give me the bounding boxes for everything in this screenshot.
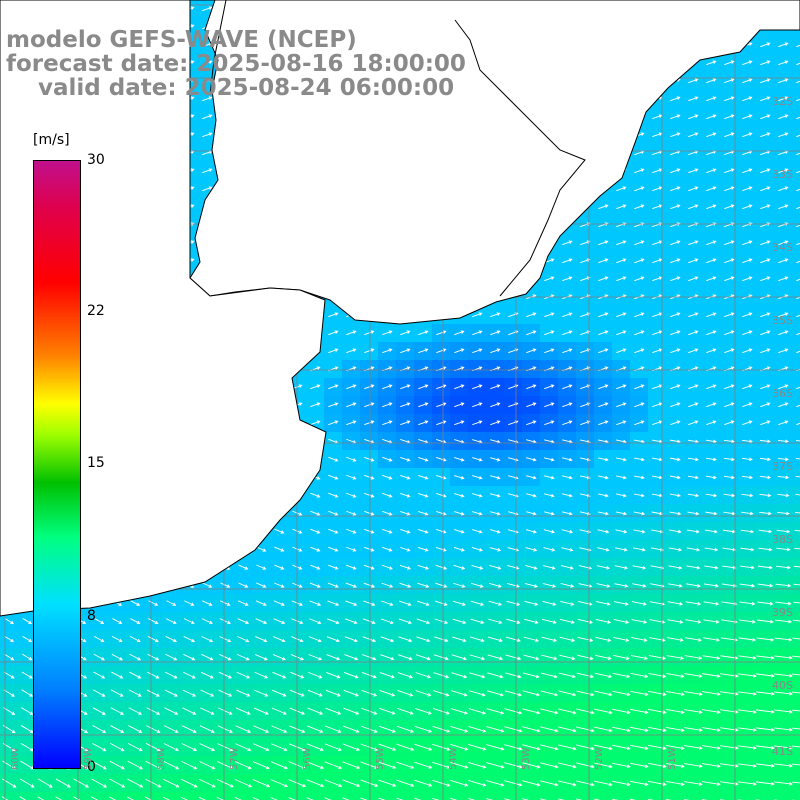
lon-label: 60W [10, 747, 21, 770]
lon-label: 56W [302, 747, 313, 770]
lat-label: 35S [772, 314, 793, 327]
lon-label: 59W [83, 747, 94, 770]
lat-label: 33S [772, 168, 793, 181]
lon-label: 58W [156, 747, 167, 770]
lat-label: 34S [772, 241, 793, 254]
lon-label: 54W [448, 747, 459, 770]
lon-label: 55W [375, 747, 386, 770]
lat-label: 38S [772, 533, 793, 546]
inland-river [209, 0, 227, 96]
colorbar-tick-30: 30 [87, 152, 105, 168]
colorbar-tick-15: 15 [87, 455, 105, 471]
colorbar [33, 160, 81, 769]
colorbar-tick-0: 0 [87, 759, 96, 775]
colorbar-tick-8: 8 [87, 608, 96, 624]
colorbar-tick-22: 22 [87, 303, 105, 319]
lat-label: 32S [772, 95, 793, 108]
lon-label: 51W [667, 747, 678, 770]
lat-label: 39S [772, 606, 793, 619]
lat-label: 36S [772, 387, 793, 400]
title-line-valid: valid date: 2025-08-24 06:00:00 [6, 75, 455, 101]
lagoon-coast [454, 19, 586, 297]
colorbar-unit: [m/s] [33, 132, 70, 148]
lat-label: 40S [772, 679, 793, 692]
lat-label: 37S [772, 460, 793, 473]
lon-label: 52W [594, 747, 605, 770]
map-title: modelo GEFS-WAVE (NCEP) forecast date: 2… [6, 28, 466, 100]
land-south-pocket [0, 0, 327, 617]
lat-label: 41S [772, 745, 793, 758]
land-mass [0, 0, 800, 325]
lon-label: 53W [521, 747, 532, 770]
lon-label: 57W [229, 747, 240, 770]
title-line-model: modelo GEFS-WAVE (NCEP) [6, 27, 357, 53]
title-line-forecast: forecast date: 2025-08-16 18:00:00 [6, 51, 466, 77]
